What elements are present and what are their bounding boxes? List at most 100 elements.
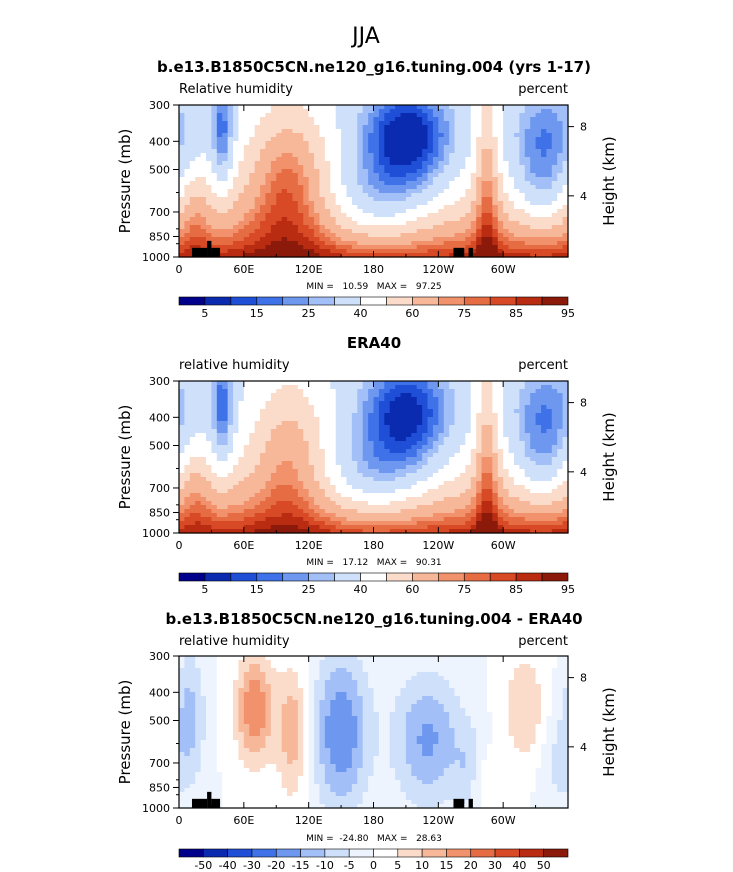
heatmap-cell xyxy=(454,161,461,166)
heatmap-cell xyxy=(395,421,402,426)
heatmap-cell xyxy=(557,141,564,146)
heatmap-cell xyxy=(346,137,353,142)
heatmap-cell xyxy=(513,449,520,454)
heatmap-cell xyxy=(324,425,331,430)
heatmap-cell xyxy=(216,441,223,446)
heatmap-cell xyxy=(319,249,326,254)
heatmap-cell xyxy=(211,189,218,194)
heatmap-cell xyxy=(432,217,439,222)
heatmap-cell xyxy=(411,117,418,122)
heatmap-cell xyxy=(314,217,321,222)
heatmap-cell xyxy=(378,105,385,110)
heatmap-cell xyxy=(184,125,191,130)
heatmap-cell xyxy=(508,473,515,478)
heatmap-cell xyxy=(540,473,547,478)
heatmap-cell xyxy=(303,141,310,146)
heatmap-cell xyxy=(211,141,218,146)
heatmap-cell xyxy=(227,409,234,414)
heatmap-cell xyxy=(432,413,439,418)
heatmap-cell xyxy=(459,453,466,458)
colorbar-label: 25 xyxy=(302,307,316,320)
heatmap-cell xyxy=(249,429,256,434)
heatmap-cell xyxy=(314,429,321,434)
heatmap-cell xyxy=(308,493,315,498)
heatmap-cell xyxy=(513,433,520,438)
heatmap-cell xyxy=(373,449,380,454)
heatmap-cell xyxy=(335,441,342,446)
heatmap-cell xyxy=(276,397,283,402)
heatmap-cell xyxy=(287,461,294,466)
heatmap-cell xyxy=(465,181,472,186)
heatmap-cell xyxy=(524,397,531,402)
heatmap-cell xyxy=(297,449,304,454)
heatmap-cell xyxy=(422,405,429,410)
heatmap-cell xyxy=(200,449,207,454)
heatmap-cell xyxy=(330,129,337,134)
heatmap-cell xyxy=(281,117,288,122)
heatmap-cell xyxy=(362,457,369,462)
heatmap-cell xyxy=(449,185,456,190)
heatmap-cell xyxy=(405,149,412,154)
heatmap-cell xyxy=(400,229,407,234)
heatmap-cell xyxy=(373,209,380,214)
heatmap-cell xyxy=(346,105,353,110)
heatmap-cell xyxy=(362,109,369,114)
heatmap-cell xyxy=(179,437,185,442)
heatmap-cell xyxy=(503,433,510,438)
heatmap-cell xyxy=(497,437,504,442)
heatmap-cell xyxy=(346,397,353,402)
heatmap-cell xyxy=(243,249,250,254)
heatmap-cell xyxy=(227,493,234,498)
heatmap-cell xyxy=(378,413,385,418)
heatmap-cell xyxy=(292,217,299,222)
heatmap-cell xyxy=(492,245,499,250)
heatmap-cell xyxy=(395,485,402,490)
heatmap-cell xyxy=(179,445,185,450)
heatmap-cell xyxy=(319,185,326,190)
heatmap-cell xyxy=(530,413,537,418)
heatmap-cell xyxy=(497,205,504,210)
heatmap-cell xyxy=(411,497,418,502)
heatmap-cell xyxy=(470,465,477,470)
heatmap-cell xyxy=(281,249,288,254)
heatmap-cell xyxy=(216,165,223,170)
heatmap-cell xyxy=(216,113,223,118)
heatmap-cell xyxy=(562,137,569,142)
heatmap-cell xyxy=(519,165,526,170)
heatmap-cell xyxy=(389,421,396,426)
heatmap-cell xyxy=(341,105,348,110)
heatmap-cell xyxy=(324,437,331,442)
heatmap-cell xyxy=(535,493,542,498)
heatmap-cell xyxy=(465,137,472,142)
heatmap-cell xyxy=(492,173,499,178)
heatmap-cell xyxy=(335,493,342,498)
heatmap-cell xyxy=(238,441,245,446)
heatmap-cell xyxy=(287,137,294,142)
heatmap-cell xyxy=(562,417,569,422)
heatmap-cell xyxy=(400,221,407,226)
heatmap-cell xyxy=(465,205,472,210)
heatmap-cell xyxy=(189,389,196,394)
heatmap-cell xyxy=(373,481,380,486)
heatmap-cell xyxy=(303,153,310,158)
heatmap-cell xyxy=(438,217,445,222)
heatmap-cell xyxy=(330,477,337,482)
heatmap-cell xyxy=(438,425,445,430)
heatmap-cell xyxy=(216,149,223,154)
heatmap-cell xyxy=(422,217,429,222)
heatmap-cell xyxy=(254,441,261,446)
heatmap-cell xyxy=(200,501,207,506)
heatmap-cell xyxy=(308,249,315,254)
heatmap-cell xyxy=(540,445,547,450)
heatmap-cell xyxy=(254,189,261,194)
heatmap-cell xyxy=(211,401,218,406)
heatmap-cell xyxy=(260,229,267,234)
heatmap-cell xyxy=(427,225,434,230)
heatmap-cell xyxy=(459,433,466,438)
heatmap-cell xyxy=(368,181,375,186)
heatmap-cell xyxy=(540,161,547,166)
heatmap-cell xyxy=(195,161,202,166)
heatmap-cell xyxy=(357,441,364,446)
heatmap-cell xyxy=(184,425,191,430)
heatmap-cell xyxy=(513,429,520,434)
